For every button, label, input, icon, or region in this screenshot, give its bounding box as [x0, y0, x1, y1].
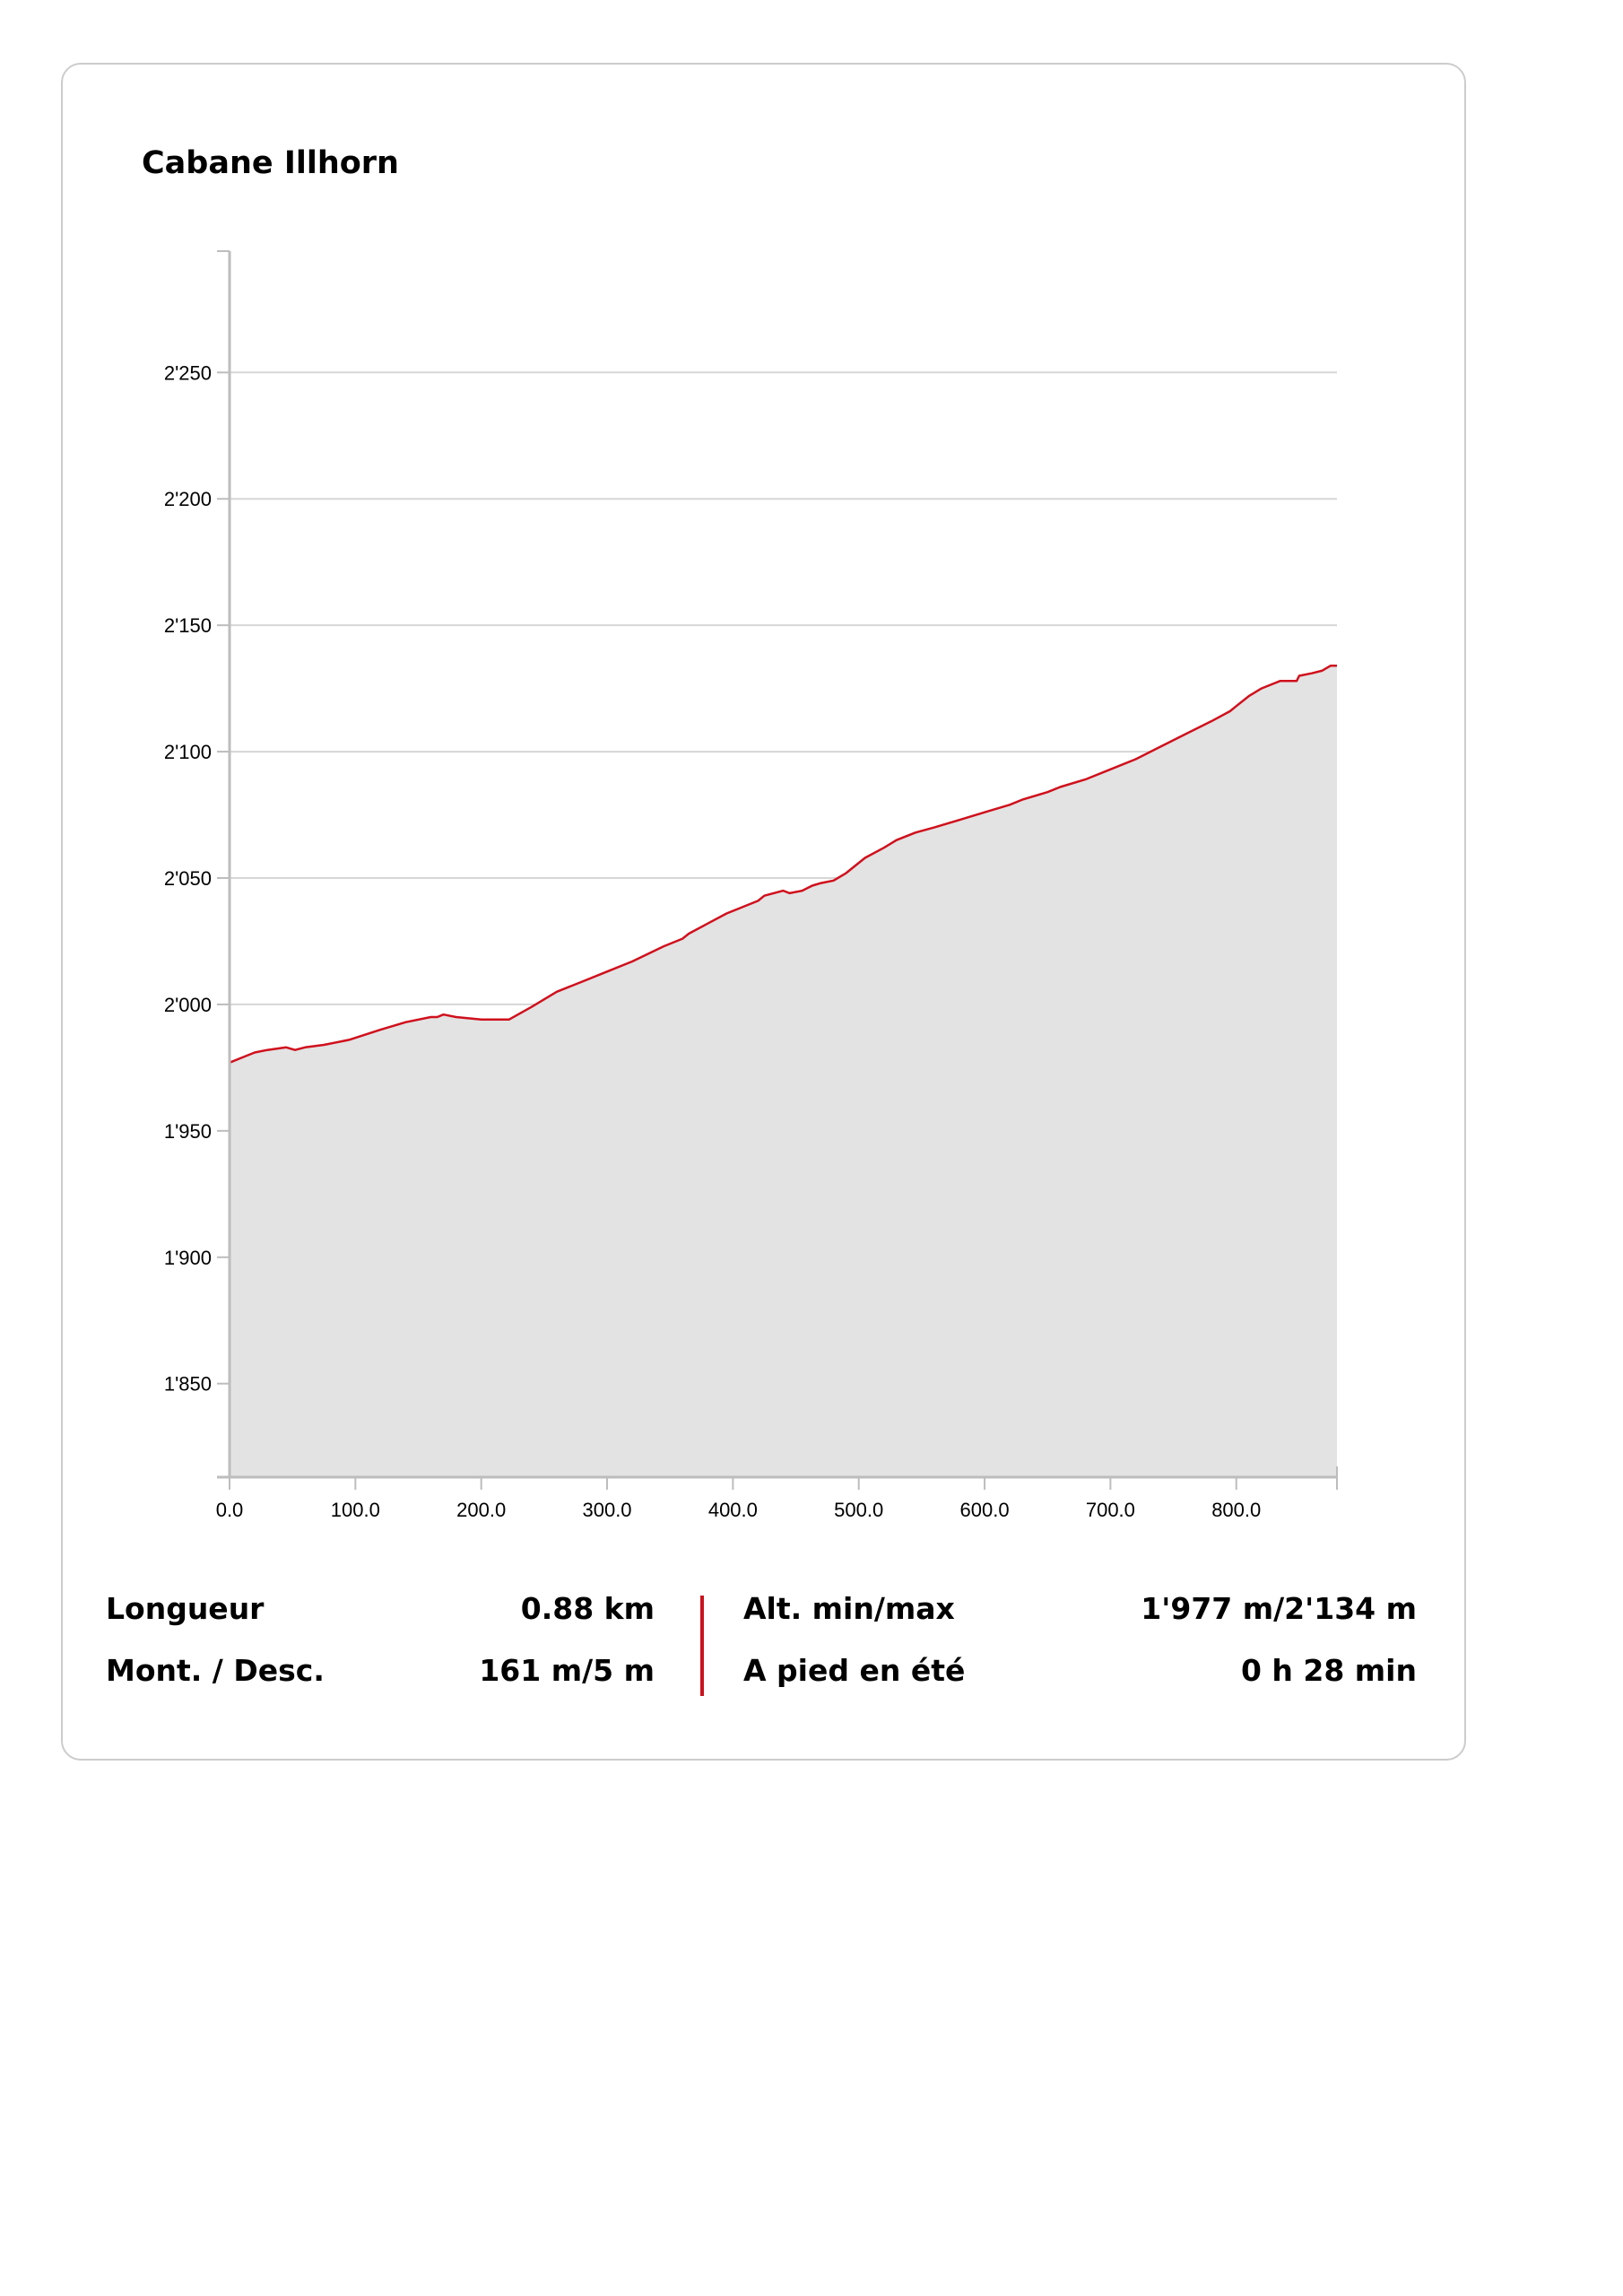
- y-tick-label: 1'950: [164, 1120, 212, 1143]
- ascent-descent-label: Mont. / Desc.: [106, 1653, 325, 1688]
- x-tick-labels: 0.0 100.0 200.0 300.0 400.0 500.0 600.0 700.0 80…: [216, 1499, 1262, 1521]
- y-tick-label: 2'250: [164, 361, 212, 384]
- y-tick-label: 1'850: [164, 1373, 212, 1396]
- x-tick-label: 500.0: [834, 1499, 883, 1521]
- y-tick-label: 1'900: [164, 1247, 212, 1269]
- y-tick-label: 2'000: [164, 994, 212, 1016]
- x-tick-label: 800.0: [1211, 1499, 1261, 1521]
- length-value: 0.88 km: [520, 1591, 655, 1626]
- x-tick-label: 0.0: [216, 1499, 244, 1521]
- elevation-chart: 1'850 1'900 1'950 2'000 2'050 2'100 2'150 2'200…: [164, 250, 1338, 1521]
- y-tick-label: 2'200: [164, 488, 212, 510]
- y-tick-label: 2'050: [164, 867, 212, 890]
- x-tick-label: 700.0: [1086, 1499, 1135, 1521]
- profile-area: [230, 665, 1337, 1477]
- x-tick-label: 600.0: [960, 1499, 1010, 1521]
- x-tick-label: 400.0: [708, 1499, 758, 1521]
- y-tick-label: 2'100: [164, 741, 212, 763]
- stats-divider: [700, 1596, 704, 1696]
- x-tick-label: 200.0: [456, 1499, 506, 1521]
- route-title: Cabane Illhorn: [142, 145, 399, 181]
- walking-time-label: A pied en été: [743, 1653, 966, 1688]
- y-tick-labels: 1'850 1'900 1'950 2'000 2'050 2'100 2'150 2'200…: [164, 361, 212, 1395]
- profile-area-group: [229, 664, 1337, 1477]
- altitude-min-max-label: Alt. min/max: [743, 1591, 955, 1626]
- y-tick-label: 2'150: [164, 614, 212, 637]
- elevation-profile-line: [229, 664, 1337, 1064]
- axes: [217, 250, 1338, 1490]
- walking-time-value: 0 h 28 min: [1240, 1653, 1417, 1688]
- ascent-descent-value: 161 m/5 m: [479, 1653, 655, 1688]
- x-tick-label: 100.0: [331, 1499, 380, 1521]
- altitude-min-max-value: 1'977 m/2'134 m: [1141, 1591, 1417, 1626]
- x-tick-label: 300.0: [582, 1499, 631, 1521]
- length-label: Longueur: [106, 1591, 265, 1626]
